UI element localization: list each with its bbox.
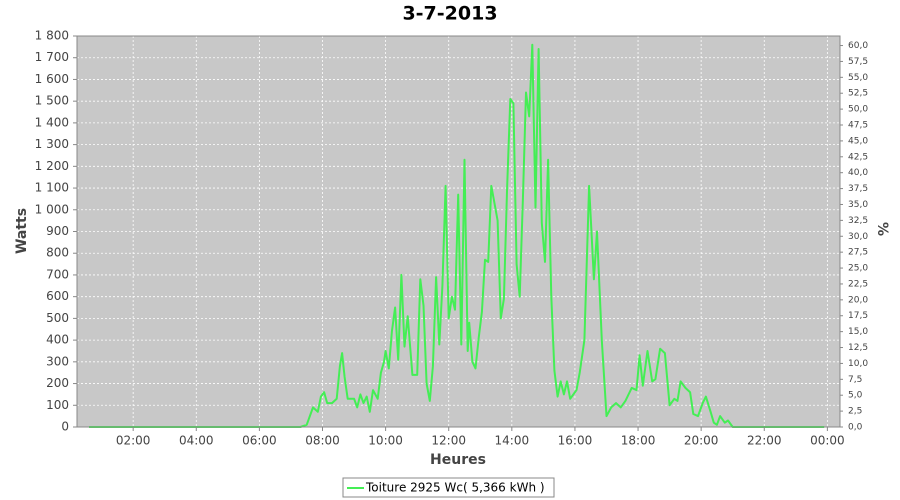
x-tick-label: 20:00: [684, 434, 719, 448]
chart-title: 3-7-2013: [402, 3, 497, 25]
y2-tick-label: 60,0: [848, 41, 868, 51]
y2-tick-label: 12,5: [848, 343, 868, 353]
x-tick-label: 12:00: [431, 434, 466, 448]
y-tick-label: 1 400: [35, 115, 69, 129]
y2-tick-label: 15,0: [848, 327, 868, 337]
y2-tick-label: 50,0: [848, 105, 868, 115]
y2-tick-label: 42,5: [848, 152, 868, 162]
y2-tick-label: 52,5: [848, 89, 868, 99]
plot-border: [76, 35, 841, 428]
y2-axis-title: %: [874, 222, 890, 236]
y-tick-label: 500: [46, 311, 69, 325]
x-tick-label: 04:00: [179, 434, 214, 448]
y2-tick-label: 47,5: [848, 121, 868, 131]
y-tick-label: 1 300: [35, 137, 69, 151]
legend: Toiture 2925 Wc( 5,366 kWh ): [342, 477, 555, 498]
line-series: [89, 43, 825, 428]
y-tick-label: 1 100: [35, 181, 69, 195]
y-tick-label: 200: [46, 376, 69, 390]
x-tick-label: 18:00: [621, 434, 656, 448]
y2-tick-label: 57,5: [848, 57, 868, 67]
x-tick-label: 06:00: [242, 434, 277, 448]
y-tick-label: 300: [46, 354, 69, 368]
y-axis-title: Watts: [14, 208, 30, 254]
y-tick-label: 1 700: [35, 50, 69, 64]
y2-tick-label: 32,5: [848, 216, 868, 226]
y-tick-label: 1 800: [35, 29, 69, 43]
y-tick-label: 1 600: [35, 72, 69, 86]
x-tick-label: 10:00: [368, 434, 403, 448]
y2-tick-label: 0,0: [848, 423, 863, 433]
y2-tick-label: 40,0: [848, 168, 868, 178]
y-tick-label: 100: [46, 398, 69, 412]
legend-label: Toiture 2925 Wc( 5,366 kWh ): [365, 481, 545, 495]
y2-tick-label: 30,0: [848, 232, 868, 242]
x-axis-title: Heures: [430, 452, 486, 468]
y-tick-label: 1 500: [35, 94, 69, 108]
y2-tick-label: 55,0: [848, 73, 868, 83]
y-tick-label: 1 200: [35, 159, 69, 173]
y2-tick-label: 10,0: [848, 359, 868, 369]
y2-tick-label: 37,5: [848, 184, 868, 194]
y-tick-label: 700: [46, 267, 69, 281]
y-tick-label: 600: [46, 289, 69, 303]
y2-tick-label: 17,5: [848, 311, 868, 321]
y2-tick-label: 2,5: [848, 407, 862, 417]
y-tick-label: 1 000: [35, 202, 69, 216]
x-tick-label: 16:00: [558, 434, 593, 448]
y2-tick-label: 5,0: [848, 391, 863, 401]
y-tick-label: 900: [46, 224, 69, 238]
y-tick-label: 0: [61, 420, 69, 434]
y2-tick-label: 7,5: [848, 375, 862, 385]
y2-tick-label: 20,0: [848, 295, 868, 305]
x-tick-label: 14:00: [495, 434, 530, 448]
y2-tick-label: 22,5: [848, 279, 868, 289]
y-tick-label: 800: [46, 246, 69, 260]
x-tick-label: 02:00: [116, 434, 151, 448]
legend-box: [342, 477, 555, 498]
marks: [89, 43, 825, 428]
x-tick-label: 22:00: [747, 434, 782, 448]
x-tick-label: 08:00: [305, 434, 340, 448]
y2-tick-label: 35,0: [848, 200, 868, 210]
y2-tick-label: 45,0: [848, 136, 868, 146]
x-tick-label: 00:00: [810, 434, 845, 448]
y2-tick-label: 25,0: [848, 264, 868, 274]
y2-tick-label: 27,5: [848, 248, 868, 258]
y-tick-label: 400: [46, 333, 69, 347]
